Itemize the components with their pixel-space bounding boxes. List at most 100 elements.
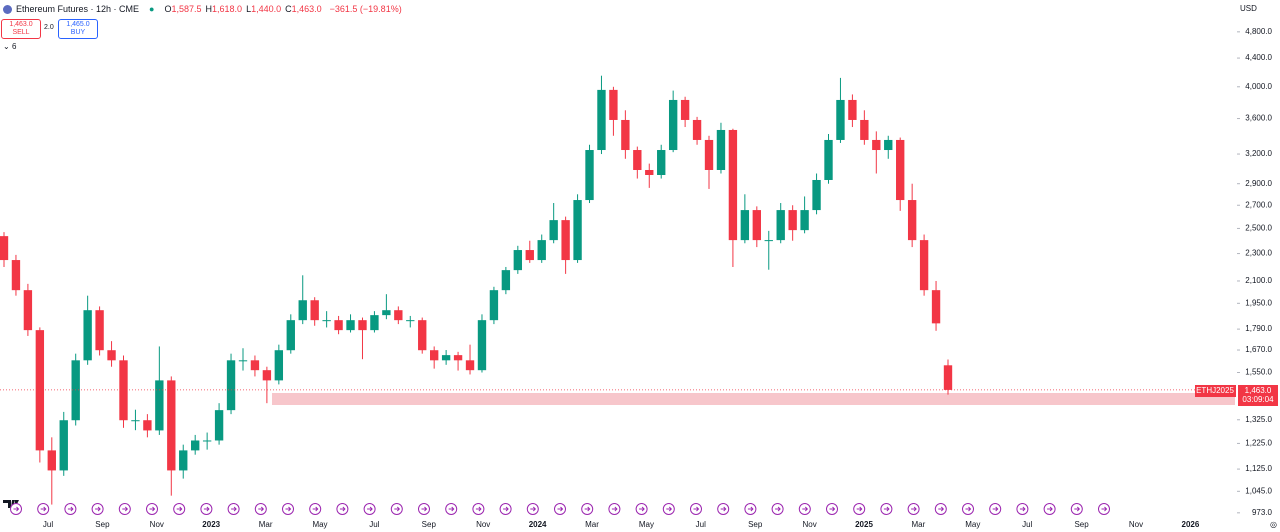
event-icon[interactable]	[10, 503, 22, 515]
event-icon[interactable]	[37, 503, 50, 515]
price-tag-bg	[1238, 385, 1278, 406]
x-tick-label: May	[312, 520, 327, 529]
candle-body	[394, 310, 403, 321]
event-icon-arrow	[258, 506, 265, 512]
candle-body	[489, 290, 499, 321]
event-icon-arrow	[448, 506, 455, 512]
event-icon[interactable]	[1043, 503, 1056, 515]
event-icon[interactable]	[1016, 503, 1029, 515]
y-tick-label: 1,950.0	[1245, 298, 1272, 307]
event-icon[interactable]	[880, 503, 893, 515]
event-icon[interactable]	[853, 503, 866, 515]
candle-body	[788, 210, 797, 231]
event-icon-arrow	[693, 506, 700, 512]
y-tick-label: 2,500.0	[1245, 224, 1272, 233]
candle-body	[47, 450, 56, 471]
event-icon[interactable]	[200, 503, 213, 515]
event-icon[interactable]	[445, 503, 458, 515]
candle-body	[513, 250, 523, 271]
event-icon-arrow	[503, 506, 509, 512]
event-icon-arrow	[394, 506, 401, 512]
event-icon[interactable]	[554, 503, 566, 515]
currency[interactable]: USD	[1240, 4, 1257, 13]
event-icon[interactable]	[798, 503, 811, 515]
settings-icon[interactable]: ◎	[1270, 520, 1277, 529]
candle-body	[477, 320, 487, 371]
event-icon[interactable]	[91, 503, 104, 515]
event-icon[interactable]	[662, 503, 675, 515]
symbol[interactable]: Ethereum Futures · 12h · CME	[16, 4, 140, 14]
event-icon[interactable]	[363, 503, 376, 515]
event-icon[interactable]	[744, 503, 757, 515]
event-icon[interactable]	[690, 503, 702, 515]
event-icon-arrow	[666, 506, 673, 512]
event-icon[interactable]	[934, 503, 947, 515]
candle-body	[561, 220, 570, 261]
x-tick-label: Jul	[696, 520, 706, 529]
event-icon[interactable]	[499, 503, 512, 515]
candle-body	[250, 360, 260, 371]
event-icon[interactable]	[282, 503, 294, 515]
candle-body	[680, 99, 690, 120]
candle-body	[167, 380, 176, 471]
event-icon[interactable]	[1070, 503, 1083, 515]
candle-body	[860, 119, 869, 140]
candle-body	[872, 139, 881, 151]
candle-body	[537, 240, 546, 261]
event-icon-arrow	[938, 506, 945, 512]
candle-body	[812, 179, 821, 211]
event-icon[interactable]	[962, 503, 974, 515]
candle-body	[429, 350, 439, 361]
event-icon[interactable]	[173, 503, 186, 515]
event-icon[interactable]	[635, 503, 648, 515]
candle-body	[752, 210, 761, 241]
candle-body	[884, 139, 893, 151]
y-tick-label: 4,000.0	[1245, 82, 1272, 91]
event-icon-arrow	[639, 506, 645, 512]
event-icon[interactable]	[1098, 503, 1110, 515]
event-icon[interactable]	[472, 503, 485, 515]
event-icon[interactable]	[526, 503, 539, 515]
event-icon[interactable]	[254, 503, 267, 515]
price-tag-symbol-bg	[1195, 385, 1236, 397]
price-tag-countdown: 03:09:04	[1242, 395, 1274, 404]
x-tick-label: May	[639, 520, 654, 529]
ohlc-key: H	[205, 4, 213, 14]
symbol-icon	[3, 4, 12, 14]
y-tick-label: 1,550.0	[1245, 368, 1272, 377]
event-icon[interactable]	[64, 503, 77, 515]
ohlc-value: 1,463.0	[291, 4, 322, 14]
candle-body	[728, 129, 738, 241]
candle-body	[346, 320, 355, 331]
candle-body	[573, 200, 582, 261]
candle-body	[740, 210, 750, 241]
event-icon[interactable]	[418, 503, 430, 515]
event-icon[interactable]	[390, 503, 403, 515]
event-icon[interactable]	[227, 503, 240, 515]
candle-body	[286, 320, 295, 351]
event-icon[interactable]	[717, 503, 730, 515]
event-icon-arrow	[285, 506, 292, 512]
sell-button[interactable]: 1,463.0 SELL	[1, 19, 41, 39]
event-icon[interactable]	[146, 503, 158, 515]
event-icon-arrow	[992, 506, 999, 512]
event-icon[interactable]	[826, 503, 838, 515]
x-tick-label: Nov	[1129, 520, 1143, 529]
event-icon[interactable]	[608, 503, 621, 515]
x-tick-label: Sep	[95, 520, 110, 529]
event-icon[interactable]	[581, 503, 594, 515]
event-icon[interactable]	[336, 503, 349, 515]
event-icon[interactable]	[907, 503, 920, 515]
event-icon-arrow	[611, 506, 618, 512]
indicators-toggle[interactable]: ⌄ 6	[3, 42, 17, 51]
candle-body	[274, 350, 284, 381]
event-icon[interactable]	[989, 503, 1002, 515]
event-icon[interactable]	[118, 503, 131, 515]
event-icon[interactable]	[309, 503, 322, 515]
buy-button[interactable]: 1,465.0 BUY	[58, 19, 98, 39]
y-tick-label: 2,900.0	[1245, 179, 1272, 188]
event-icon[interactable]	[771, 503, 784, 515]
y-tick-label: 4,800.0	[1245, 27, 1272, 36]
